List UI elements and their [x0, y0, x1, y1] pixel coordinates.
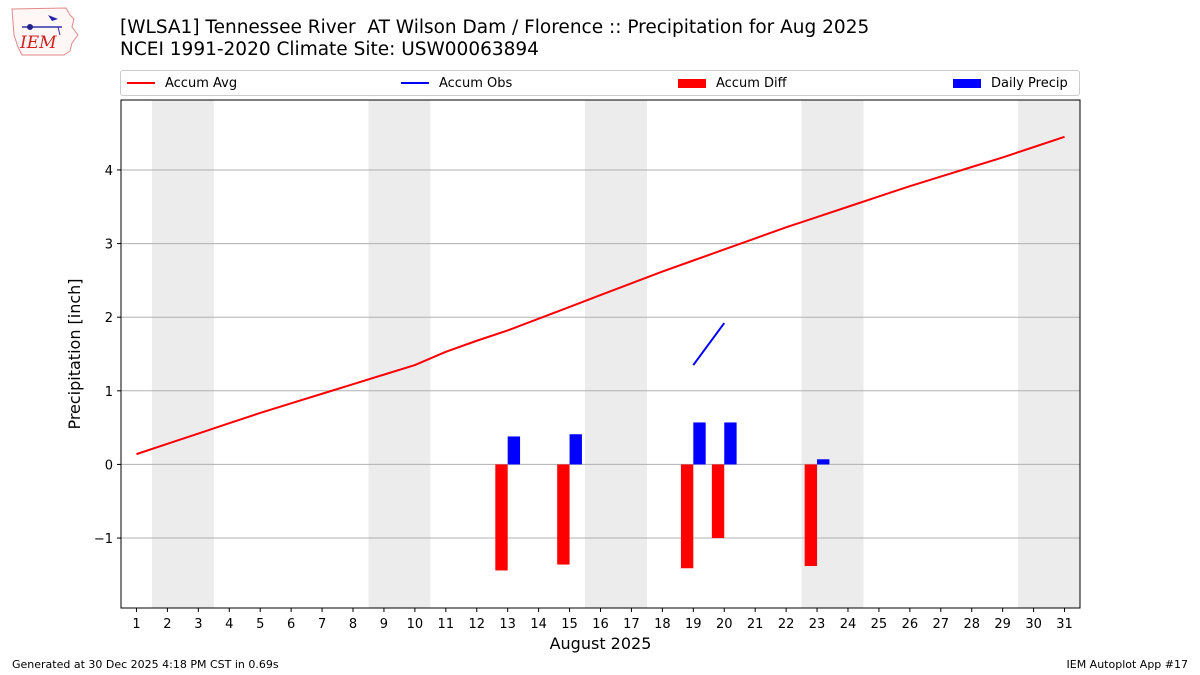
legend-swatch-daily-precip: [953, 78, 981, 88]
accum-diff-bar: [804, 464, 818, 567]
x-tick-label: 11: [438, 617, 455, 632]
daily-precip-bar: [724, 422, 737, 465]
legend-item-accum-obs: Accum Obs: [401, 71, 512, 95]
x-tick-label: 31: [1056, 617, 1073, 632]
x-tick-label: 10: [407, 617, 424, 632]
x-tick-label: 12: [468, 617, 485, 632]
legend: Accum Avg Accum Obs Accum Diff Daily Pre…: [120, 70, 1080, 96]
daily-precip-bar: [693, 422, 706, 465]
legend-swatch-accum-diff: [678, 78, 706, 88]
iem-logo: IEM: [8, 5, 80, 59]
x-tick-label: 16: [592, 617, 609, 632]
legend-label-accum-avg: Accum Avg: [165, 75, 238, 91]
x-tick-label: 2: [163, 617, 171, 632]
y-tick-label: −1: [94, 532, 113, 547]
x-tick-label: 22: [778, 617, 795, 632]
footer-generated: Generated at 30 Dec 2025 4:18 PM CST in …: [12, 658, 279, 671]
title-line-1: [WLSA1] Tennessee River AT Wilson Dam / …: [120, 17, 870, 38]
x-tick-label: 3: [194, 617, 202, 632]
x-tick-label: 5: [256, 617, 264, 632]
x-tick-label: 6: [287, 617, 295, 632]
x-tick-label: 8: [349, 617, 357, 632]
x-tick-label: 29: [994, 617, 1011, 632]
x-tick-label: 25: [871, 617, 888, 632]
x-tick-label: 24: [840, 617, 857, 632]
x-tick-label: 18: [654, 617, 671, 632]
accum-diff-bar: [680, 464, 694, 569]
x-tick-label: 1: [132, 617, 140, 632]
y-tick-label: 1: [105, 385, 113, 400]
x-tick-label: 14: [530, 617, 547, 632]
weekend-band: [585, 100, 647, 608]
legend-swatch-accum-avg: [127, 82, 155, 84]
x-tick-label: 9: [380, 617, 388, 632]
weekend-band: [151, 100, 214, 608]
accum-avg-line: [136, 135, 1065, 456]
daily-precip-bar: [569, 434, 582, 465]
x-tick-label: 28: [963, 617, 980, 632]
x-tick-label: 21: [747, 617, 764, 632]
daily-precip-bar: [817, 459, 830, 465]
x-tick-label: 23: [809, 617, 826, 632]
weekend-band: [1018, 100, 1080, 608]
daily-precip-bar: [507, 436, 521, 465]
y-axis-label: Precipitation [inch]: [65, 278, 84, 429]
legend-item-daily-precip: Daily Precip: [953, 71, 1068, 95]
x-axis-label: August 2025: [550, 634, 652, 653]
accum-diff-bar: [711, 464, 725, 539]
x-tick-label: 13: [499, 617, 516, 632]
legend-item-accum-avg: Accum Avg: [127, 71, 237, 95]
x-tick-label: 17: [623, 617, 640, 632]
title-line-2: NCEI 1991-2020 Climate Site: USW00063894: [120, 39, 539, 60]
legend-label-accum-obs: Accum Obs: [439, 75, 513, 91]
footer-app: IEM Autoplot App #17: [1066, 658, 1189, 671]
legend-label-accum-diff: Accum Diff: [716, 75, 787, 91]
y-tick-label: 0: [105, 458, 113, 473]
legend-item-accum-diff: Accum Diff: [678, 71, 787, 95]
y-tick-label: 3: [105, 238, 113, 253]
x-tick-label: 7: [318, 617, 326, 632]
accum-diff-bar: [495, 464, 508, 571]
accum-obs-line: [692, 322, 726, 366]
legend-label-daily-precip: Daily Precip: [991, 75, 1068, 91]
x-tick-label: 20: [716, 617, 733, 632]
x-tick-label: 30: [1025, 617, 1042, 632]
y-tick-label: 4: [105, 164, 113, 179]
x-tick-label: 26: [902, 617, 919, 632]
x-tick-label: 19: [685, 617, 702, 632]
legend-swatch-accum-obs: [401, 82, 429, 84]
x-tick-label: 15: [561, 617, 578, 632]
x-tick-label: 27: [933, 617, 950, 632]
accum-diff-bar: [557, 464, 570, 565]
chart-title: [WLSA1] Tennessee River AT Wilson Dam / …: [120, 17, 869, 61]
x-tick-label: 4: [225, 617, 233, 632]
weekend-band: [368, 100, 431, 608]
y-tick-label: 2: [105, 311, 113, 326]
svg-text:IEM: IEM: [19, 33, 57, 53]
